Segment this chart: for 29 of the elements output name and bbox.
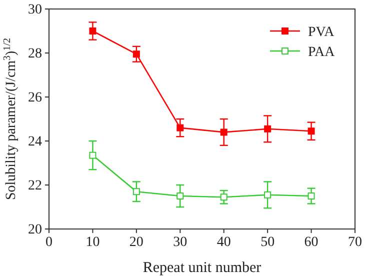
x-tick-label: 60 [304, 234, 318, 250]
x-tick-label: 10 [86, 234, 100, 250]
legend-label: PVA [308, 25, 336, 40]
point [220, 128, 228, 136]
point [308, 192, 315, 200]
point [89, 152, 96, 159]
point [132, 50, 140, 58]
x-tick-label: 20 [129, 234, 144, 250]
y-tick-label: 20 [28, 222, 42, 238]
x-tick-label: 40 [216, 234, 231, 250]
point [308, 128, 315, 135]
x-tick-label: 0 [46, 234, 52, 250]
x-tick-label: 50 [260, 234, 275, 250]
point [176, 124, 184, 132]
point [132, 188, 140, 196]
y-tick-label: 30 [28, 2, 42, 18]
point [89, 28, 96, 34]
point [220, 194, 228, 201]
y-tick-label: 24 [28, 134, 42, 150]
y-tick-label: 22 [28, 178, 42, 194]
y-tick-label: 26 [28, 90, 42, 106]
y-tick-label: 28 [28, 46, 42, 62]
point [264, 191, 272, 198]
point [264, 125, 272, 132]
x-axis-title: Repeat unit number [142, 260, 262, 276]
x-tick-label: 30 [173, 234, 188, 250]
legend-label: PAA [308, 45, 336, 60]
point [176, 192, 184, 200]
x-tick-label: 70 [348, 234, 362, 250]
